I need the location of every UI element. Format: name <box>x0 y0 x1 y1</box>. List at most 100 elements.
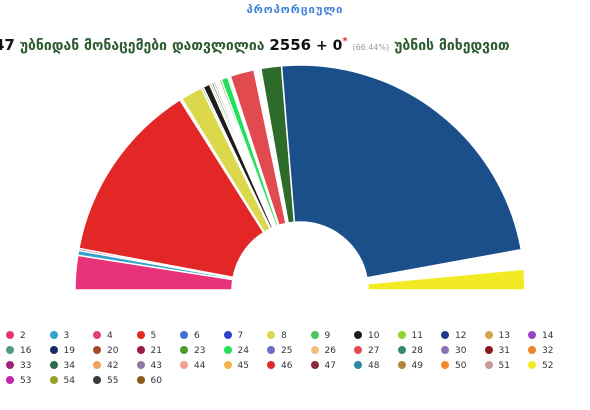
legend-item-25[interactable]: 25 <box>267 345 292 357</box>
legend-item-8[interactable]: 8 <box>267 330 287 342</box>
legend-item-44[interactable]: 44 <box>180 360 205 372</box>
legend-dot <box>136 360 145 369</box>
slice-party-5[interactable] <box>78 98 265 279</box>
legend-item-13[interactable]: 13 <box>484 330 510 342</box>
legend-dot <box>397 360 406 369</box>
status-text-b: უბნის მიხედვით <box>394 38 510 54</box>
legend-label: 50 <box>455 361 467 371</box>
legend-label: 13 <box>498 331 510 341</box>
legend-label: 53 <box>20 376 32 386</box>
legend-item-47[interactable]: 47 <box>310 360 336 372</box>
legend-item-33[interactable]: 33 <box>6 360 31 372</box>
legend-dot <box>354 330 362 339</box>
legend-item-3[interactable]: 3 <box>49 330 70 342</box>
legend-dot <box>49 345 58 354</box>
legend-label: 19 <box>63 346 75 356</box>
legend-item-11[interactable]: 11 <box>397 330 423 342</box>
legend-item-2[interactable]: 2 <box>6 330 26 342</box>
legend-item-21[interactable]: 21 <box>136 345 162 357</box>
legend-item-12[interactable]: 12 <box>441 330 466 342</box>
legend-item-16[interactable]: 16 <box>6 345 31 357</box>
legend-dot <box>136 330 145 339</box>
legend-dot <box>267 360 275 369</box>
legend-item-24[interactable]: 24 <box>223 345 249 357</box>
legend-item-9[interactable]: 9 <box>310 330 330 342</box>
legend-dot <box>223 360 232 369</box>
legend-label: 8 <box>281 331 287 341</box>
legend-dot <box>180 330 188 339</box>
legend-item-26[interactable]: 26 <box>310 345 336 357</box>
legend-item-42[interactable]: 42 <box>93 360 118 372</box>
legend-dot <box>49 360 58 369</box>
legend-label: 43 <box>150 361 162 371</box>
legend-item-14[interactable]: 14 <box>528 330 553 342</box>
legend-item-20[interactable]: 20 <box>93 345 118 357</box>
legend-item-28[interactable]: 28 <box>397 345 423 357</box>
legend-item-30[interactable]: 30 <box>441 345 466 357</box>
legend-label: 4 <box>107 331 113 341</box>
legend-dot <box>136 345 145 354</box>
legend-label: 55 <box>107 376 119 386</box>
legend-item-7[interactable]: 7 <box>223 330 244 342</box>
precincts-plus: + 0 <box>315 38 343 54</box>
legend-label: 11 <box>411 331 423 341</box>
status-text-a: უბნიდან მონაცემები დათვლილია <box>19 38 265 54</box>
legend-label: 27 <box>368 346 380 356</box>
legend-label: 6 <box>194 331 200 341</box>
legend-dot <box>49 330 58 339</box>
legend-dot <box>484 345 493 354</box>
legend-dot <box>528 345 536 354</box>
percent-counted: (66.44%) <box>352 43 390 52</box>
legend-item-19[interactable]: 19 <box>49 345 75 357</box>
legend-item-53[interactable]: 53 <box>6 375 31 387</box>
legend-item-43[interactable]: 43 <box>136 360 162 372</box>
legend-label: 23 <box>194 346 206 356</box>
slice-party-41[interactable] <box>280 64 523 279</box>
legend-dot <box>441 330 449 339</box>
legend-item-60[interactable]: 60 <box>136 375 162 387</box>
legend-label: 32 <box>542 346 554 356</box>
legend-dot <box>6 375 14 384</box>
legend-label: 5 <box>150 331 157 341</box>
legend-item-45[interactable]: 45 <box>223 360 249 372</box>
legend-label: 25 <box>281 346 293 356</box>
legend-dot <box>528 360 536 369</box>
legend-item-49[interactable]: 49 <box>397 360 423 372</box>
legend-label: 16 <box>20 346 32 356</box>
legend-item-27[interactable]: 27 <box>354 345 379 357</box>
legend-item-10[interactable]: 10 <box>354 330 379 342</box>
legend-item-55[interactable]: 55 <box>93 375 118 387</box>
legend-dot <box>397 330 406 339</box>
legend-label: 52 <box>542 361 554 371</box>
legend-label: 54 <box>63 376 75 386</box>
legend-item-54[interactable]: 54 <box>49 375 75 387</box>
legend-item-50[interactable]: 50 <box>441 360 466 372</box>
legend-item-31[interactable]: 31 <box>484 345 510 357</box>
legend-label: 24 <box>237 346 249 356</box>
legend-label: 46 <box>281 361 293 371</box>
legend-label: 28 <box>411 346 423 356</box>
legend-dot <box>441 360 449 369</box>
legend-label: 51 <box>498 361 510 371</box>
legend-item-32[interactable]: 32 <box>528 345 553 357</box>
legend-item-6[interactable]: 6 <box>180 330 200 342</box>
legend-item-52[interactable]: 52 <box>528 360 553 372</box>
legend-item-46[interactable]: 46 <box>267 360 292 372</box>
legend-label: 30 <box>455 346 467 356</box>
legend-label: 21 <box>150 346 162 356</box>
legend-dot <box>484 360 493 369</box>
legend-label: 7 <box>237 331 244 341</box>
legend-dot <box>49 375 58 384</box>
slice-party-52[interactable] <box>366 268 526 291</box>
legend-label: 3 <box>63 331 70 341</box>
legend-item-23[interactable]: 23 <box>180 345 205 357</box>
legend-item-34[interactable]: 34 <box>49 360 75 372</box>
legend-label: 49 <box>411 361 423 371</box>
legend-item-4[interactable]: 4 <box>93 330 113 342</box>
legend-label: 14 <box>542 331 554 341</box>
legend-dot <box>180 360 188 369</box>
legend-dot <box>267 330 275 339</box>
legend-item-48[interactable]: 48 <box>354 360 379 372</box>
legend-item-51[interactable]: 51 <box>484 360 510 372</box>
legend-item-5[interactable]: 5 <box>136 330 157 342</box>
